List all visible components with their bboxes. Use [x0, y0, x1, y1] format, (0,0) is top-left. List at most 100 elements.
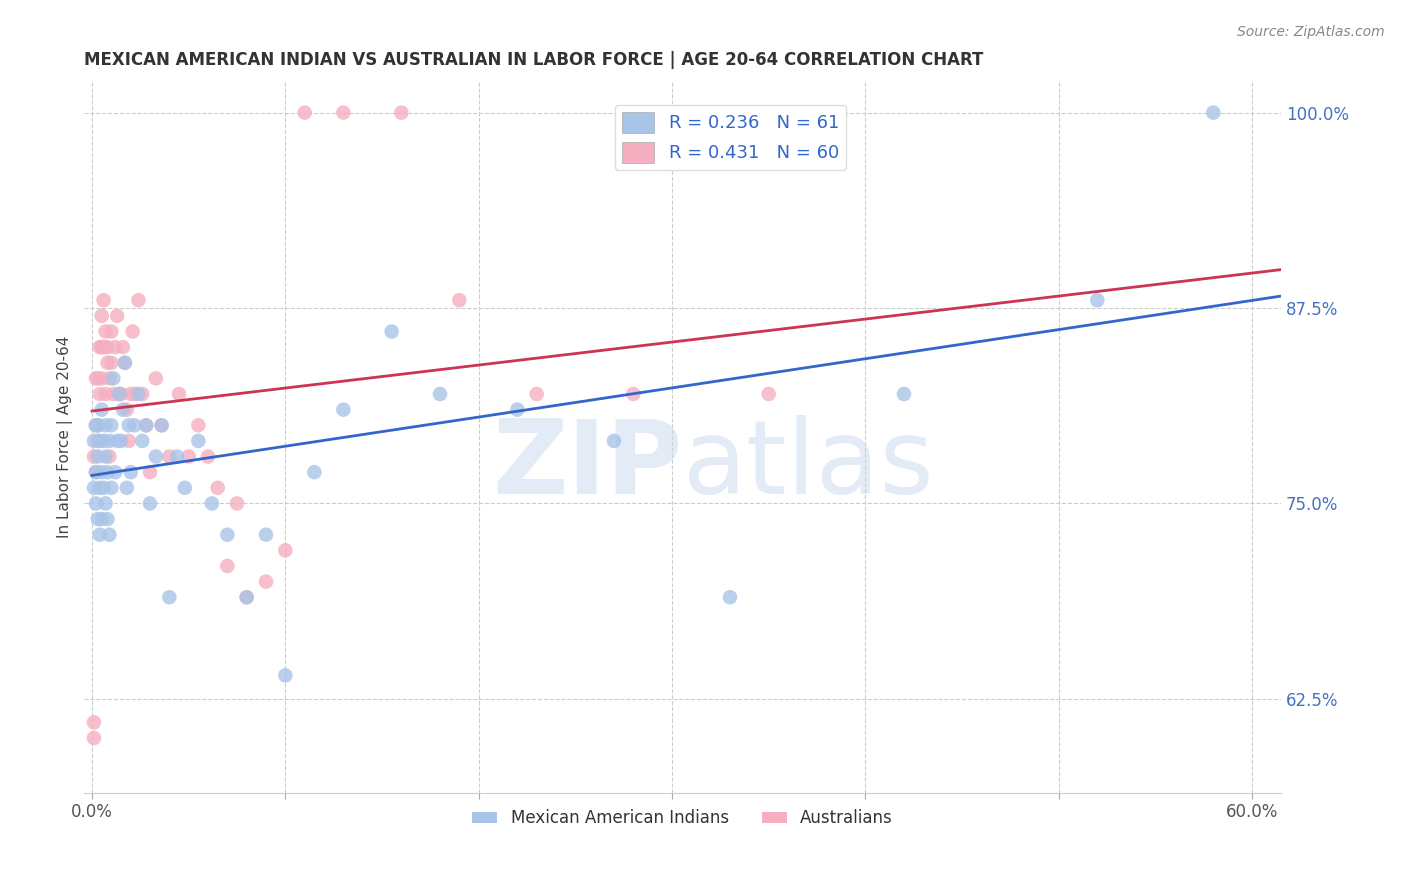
Point [89, 340, 111, 354]
Point [100, 481, 122, 495]
Point [294, 105, 316, 120]
Text: Source: ZipAtlas.com: Source: ZipAtlas.com [1237, 25, 1385, 39]
Point [187, 434, 209, 448]
Point [108, 387, 131, 401]
Point [90, 340, 112, 354]
Point [103, 387, 125, 401]
Point [89, 481, 111, 495]
Point [98, 527, 121, 541]
Point [120, 387, 142, 401]
Point [526, 387, 548, 401]
Point [100, 418, 122, 433]
Point [127, 293, 149, 308]
Y-axis label: In Labor Force | Age 20-64: In Labor Force | Age 20-64 [58, 335, 73, 538]
Point [84, 465, 107, 479]
Point [1085, 293, 1108, 308]
Point [389, 105, 412, 120]
Text: ZIP: ZIP [492, 415, 683, 516]
Point [201, 496, 224, 510]
Point [254, 527, 277, 541]
Point [235, 591, 257, 605]
Point [110, 434, 132, 448]
Point [150, 418, 173, 433]
Point [506, 402, 529, 417]
Point [93, 293, 115, 308]
Point [96, 512, 118, 526]
Point [100, 356, 122, 370]
Point [120, 465, 142, 479]
Point [274, 668, 297, 682]
Point [87, 371, 110, 385]
Point [1202, 105, 1225, 120]
Point [115, 402, 138, 417]
Point [104, 465, 127, 479]
Point [381, 325, 404, 339]
Point [98, 371, 121, 385]
Point [105, 434, 128, 448]
Point [89, 434, 111, 448]
Point [83, 481, 105, 495]
Point [304, 465, 326, 479]
Legend: Mexican American Indians, Australians: Mexican American Indians, Australians [465, 803, 900, 834]
Point [96, 465, 118, 479]
Point [105, 309, 128, 323]
Point [274, 543, 297, 558]
Point [127, 387, 149, 401]
Point [173, 481, 195, 495]
Point [217, 559, 239, 574]
Point [83, 731, 105, 745]
Point [84, 418, 107, 433]
Point [187, 418, 209, 433]
Point [135, 418, 157, 433]
Point [254, 574, 277, 589]
Point [90, 309, 112, 323]
Point [83, 434, 105, 448]
Point [98, 434, 121, 448]
Point [177, 450, 200, 464]
Point [90, 402, 112, 417]
Point [100, 325, 122, 339]
Point [93, 340, 115, 354]
Point [115, 481, 138, 495]
Point [718, 591, 741, 605]
Point [332, 402, 354, 417]
Point [121, 325, 143, 339]
Point [94, 387, 117, 401]
Point [98, 450, 121, 464]
Point [118, 418, 141, 433]
Point [235, 591, 257, 605]
Point [145, 450, 167, 464]
Point [139, 465, 162, 479]
Point [93, 434, 115, 448]
Point [87, 418, 110, 433]
Point [621, 387, 644, 401]
Point [207, 481, 229, 495]
Point [131, 434, 153, 448]
Point [157, 450, 180, 464]
Point [429, 387, 451, 401]
Point [332, 105, 354, 120]
Point [89, 527, 111, 541]
Point [108, 387, 131, 401]
Point [83, 715, 105, 730]
Point [89, 387, 111, 401]
Point [94, 450, 117, 464]
Point [84, 496, 107, 510]
Point [124, 387, 146, 401]
Point [197, 450, 219, 464]
Point [449, 293, 471, 308]
Point [84, 465, 107, 479]
Point [150, 418, 173, 433]
Point [87, 450, 110, 464]
Point [114, 356, 136, 370]
Point [111, 340, 134, 354]
Point [124, 418, 146, 433]
Point [104, 340, 127, 354]
Point [145, 371, 167, 385]
Point [603, 434, 626, 448]
Point [103, 371, 125, 385]
Point [758, 387, 780, 401]
Point [118, 434, 141, 448]
Text: MEXICAN AMERICAN INDIAN VS AUSTRALIAN IN LABOR FORCE | AGE 20-64 CORRELATION CHA: MEXICAN AMERICAN INDIAN VS AUSTRALIAN IN… [84, 51, 984, 69]
Point [110, 387, 132, 401]
